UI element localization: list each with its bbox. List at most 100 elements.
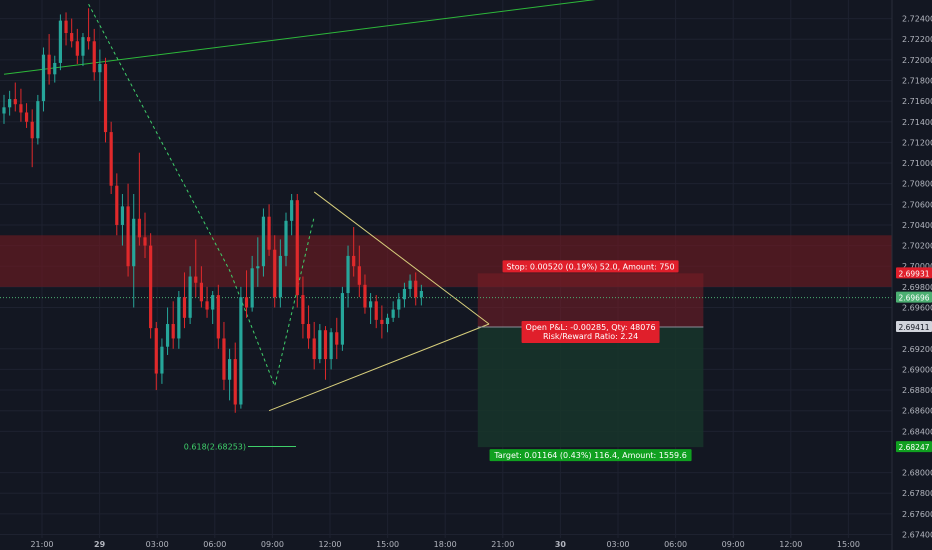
pnl-box[interactable] bbox=[521, 321, 660, 344]
candle bbox=[92, 28, 96, 81]
time-tick-label: 03:00 bbox=[146, 540, 169, 549]
candle bbox=[391, 301, 395, 322]
candle-body bbox=[380, 319, 384, 325]
price-tick-label: 2.72000 bbox=[902, 56, 932, 65]
candle-body bbox=[250, 268, 254, 308]
ascending-trendline[interactable] bbox=[3, 0, 624, 75]
triangle-lower-line[interactable] bbox=[268, 323, 490, 412]
candle bbox=[290, 193, 294, 236]
candle-body bbox=[109, 132, 113, 186]
candle bbox=[143, 212, 147, 258]
candle-body bbox=[87, 37, 91, 42]
candle bbox=[244, 270, 249, 318]
risk-reward-label: Risk/Reward Ratio: 2.24 bbox=[543, 332, 638, 341]
candle bbox=[408, 274, 412, 298]
candle-body bbox=[385, 317, 390, 325]
pnl-label: Open P&L: -0.00285, Qty: 48076 bbox=[526, 323, 656, 332]
price-tick-label: 2.71800 bbox=[902, 76, 932, 85]
candle-body bbox=[329, 332, 333, 360]
candle bbox=[58, 14, 62, 71]
candle bbox=[205, 286, 209, 318]
candle bbox=[70, 18, 74, 48]
candle bbox=[402, 282, 407, 308]
target-label: Target: 0.01164 (0.43%) 116.4, Amount: 1… bbox=[493, 451, 686, 460]
candle bbox=[340, 286, 344, 351]
candle-body bbox=[391, 309, 395, 318]
price-tick-label: 2.71200 bbox=[902, 138, 932, 147]
time-tick-label: 30 bbox=[555, 540, 567, 549]
candle bbox=[301, 276, 305, 339]
candle bbox=[8, 90, 12, 116]
candle-body bbox=[397, 299, 401, 310]
candle-body bbox=[75, 41, 79, 56]
candle-body bbox=[261, 216, 266, 267]
candle-body bbox=[53, 62, 57, 75]
time-tick-label: 12:00 bbox=[779, 540, 802, 549]
candle-body bbox=[323, 330, 328, 360]
candle-body bbox=[120, 206, 125, 225]
price-tick-label: 2.69600 bbox=[902, 304, 932, 313]
candle bbox=[120, 193, 125, 246]
candle-body bbox=[357, 266, 361, 285]
candle-body bbox=[132, 218, 136, 267]
price-tick-label: 2.68800 bbox=[902, 386, 932, 395]
triangle-upper-line[interactable] bbox=[313, 191, 490, 325]
candle bbox=[216, 284, 220, 349]
target-zone[interactable] bbox=[477, 327, 704, 448]
entry-price-tag bbox=[896, 321, 932, 333]
candle bbox=[335, 317, 339, 360]
candle-body bbox=[211, 295, 215, 310]
target-price-tag-text: 2.68247 bbox=[898, 443, 929, 452]
zigzag-pattern[interactable] bbox=[88, 3, 315, 388]
target-label-box[interactable] bbox=[489, 449, 692, 462]
price-tick-label: 2.72400 bbox=[902, 15, 932, 24]
stop-zone[interactable] bbox=[477, 273, 704, 328]
candle-body bbox=[228, 359, 232, 380]
candle-body bbox=[154, 328, 158, 374]
price-tick-label: 2.69000 bbox=[902, 365, 932, 374]
current-price-tag-text: 2.69696 bbox=[898, 294, 929, 303]
stop-label: Stop: 0.00520 (0.19%) 52.0, Amount: 750 bbox=[507, 262, 675, 271]
candle-body bbox=[352, 255, 356, 267]
price-axis[interactable]: 2.72400 2.72200 2.72000 2.71800 2.71600 2.714… bbox=[891, 0, 932, 550]
candle-body bbox=[188, 276, 192, 318]
candle bbox=[177, 290, 181, 349]
candle bbox=[385, 313, 390, 333]
candle bbox=[256, 237, 260, 287]
stop-label-box[interactable] bbox=[502, 260, 679, 273]
candle bbox=[182, 272, 187, 329]
time-axis[interactable]: 21:00 29 03:00 06:00 09:00 12:00 15:00 18:00 21:… bbox=[30, 540, 859, 549]
candle-body bbox=[408, 280, 412, 289]
candle bbox=[306, 305, 311, 349]
position-labels: Stop: 0.00520 (0.19%) 52.0, Amount: 750 … bbox=[489, 260, 692, 462]
candle-body bbox=[70, 33, 74, 42]
price-tags: 2.69931 2.69696 2.69411 2.68247 bbox=[896, 267, 932, 453]
candle-body bbox=[149, 245, 153, 329]
candle-body bbox=[92, 41, 96, 73]
candle-body bbox=[19, 104, 23, 113]
candle bbox=[267, 204, 271, 256]
candle bbox=[47, 34, 51, 85]
zones bbox=[0, 235, 892, 448]
candle-body bbox=[278, 255, 282, 298]
candle-body bbox=[233, 359, 237, 405]
candle bbox=[380, 305, 384, 339]
candle-body bbox=[115, 185, 119, 225]
candle bbox=[414, 272, 418, 306]
candle-body bbox=[284, 220, 288, 256]
candle-body bbox=[199, 282, 203, 302]
candle bbox=[369, 293, 373, 325]
candle bbox=[81, 33, 85, 67]
candle bbox=[352, 227, 356, 277]
price-tick-label: 2.68400 bbox=[902, 427, 932, 436]
price-tick-label: 2.67600 bbox=[902, 510, 932, 519]
candle-body bbox=[24, 112, 29, 122]
time-tick-label: 06:00 bbox=[664, 540, 687, 549]
candle bbox=[103, 57, 108, 143]
entry-price-tag-text: 2.69411 bbox=[898, 323, 929, 332]
candle-body bbox=[81, 37, 85, 56]
candle-body bbox=[244, 297, 249, 308]
candle bbox=[295, 193, 299, 308]
candle-body bbox=[363, 284, 367, 308]
